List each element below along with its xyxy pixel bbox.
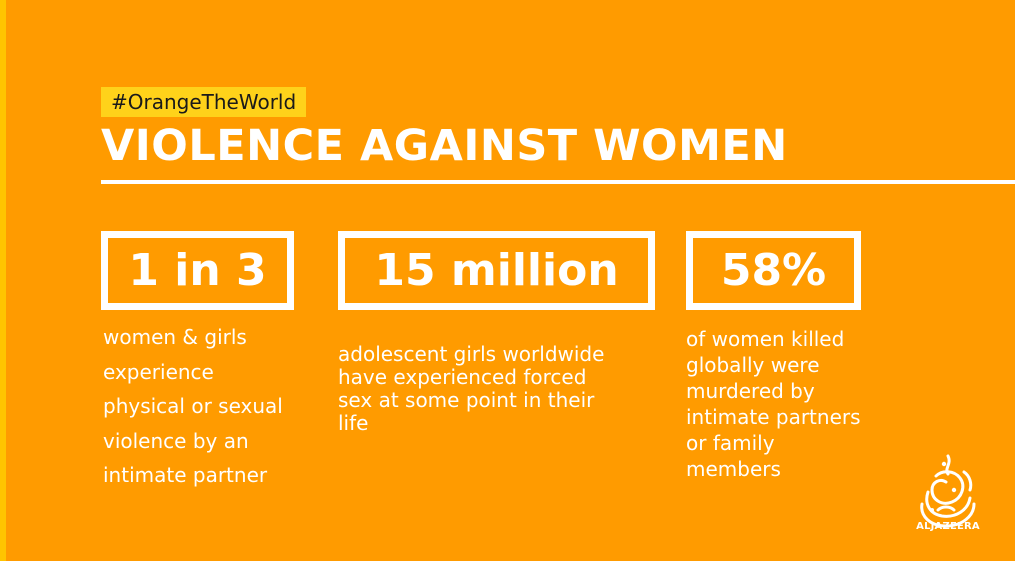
stat-description-fifteen-million: adolescent girls worldwide have experien… <box>338 343 668 435</box>
description-line: murdered by <box>686 379 815 403</box>
description-line: intimate partners <box>686 405 861 429</box>
stat-box-fifty-eight-percent: 58% <box>686 231 861 310</box>
left-accent-strip <box>0 0 6 561</box>
hashtag-label: #OrangeTheWorld <box>101 87 307 117</box>
page-title: VIOLENCE AGAINST WOMEN <box>101 121 788 171</box>
description-line: women & girls <box>103 325 247 349</box>
description-line: physical or sexual <box>103 394 283 418</box>
description-line: have experienced forced <box>338 365 587 389</box>
description-line: members <box>686 457 781 481</box>
stat-description-one-in-three: women & girls experience physical or sex… <box>103 320 323 493</box>
stat-box-fifteen-million: 15 million <box>338 231 655 310</box>
description-line: globally were <box>686 353 820 377</box>
stat-value: 58% <box>720 245 827 296</box>
description-line: violence by an <box>103 428 249 453</box>
description-line: of women killed <box>686 327 845 351</box>
description-line: adolescent girls worldwide <box>338 342 605 366</box>
title-divider <box>101 180 1015 184</box>
description-line: sex at some point in their <box>338 388 595 412</box>
stat-value: 15 million <box>374 245 619 296</box>
stat-description-fifty-eight-percent: of women killed globally were murdered b… <box>686 326 916 482</box>
description-line: or family <box>686 431 775 455</box>
brand-name: ALJAZEERA <box>916 521 980 532</box>
stat-box-one-in-three: 1 in 3 <box>101 231 294 310</box>
aljazeera-calligraphy-logo-icon <box>920 454 976 528</box>
description-line: life <box>338 411 369 435</box>
description-line: intimate partner <box>103 463 268 487</box>
description-line: experience <box>103 359 214 384</box>
stat-value: 1 in 3 <box>128 245 267 296</box>
